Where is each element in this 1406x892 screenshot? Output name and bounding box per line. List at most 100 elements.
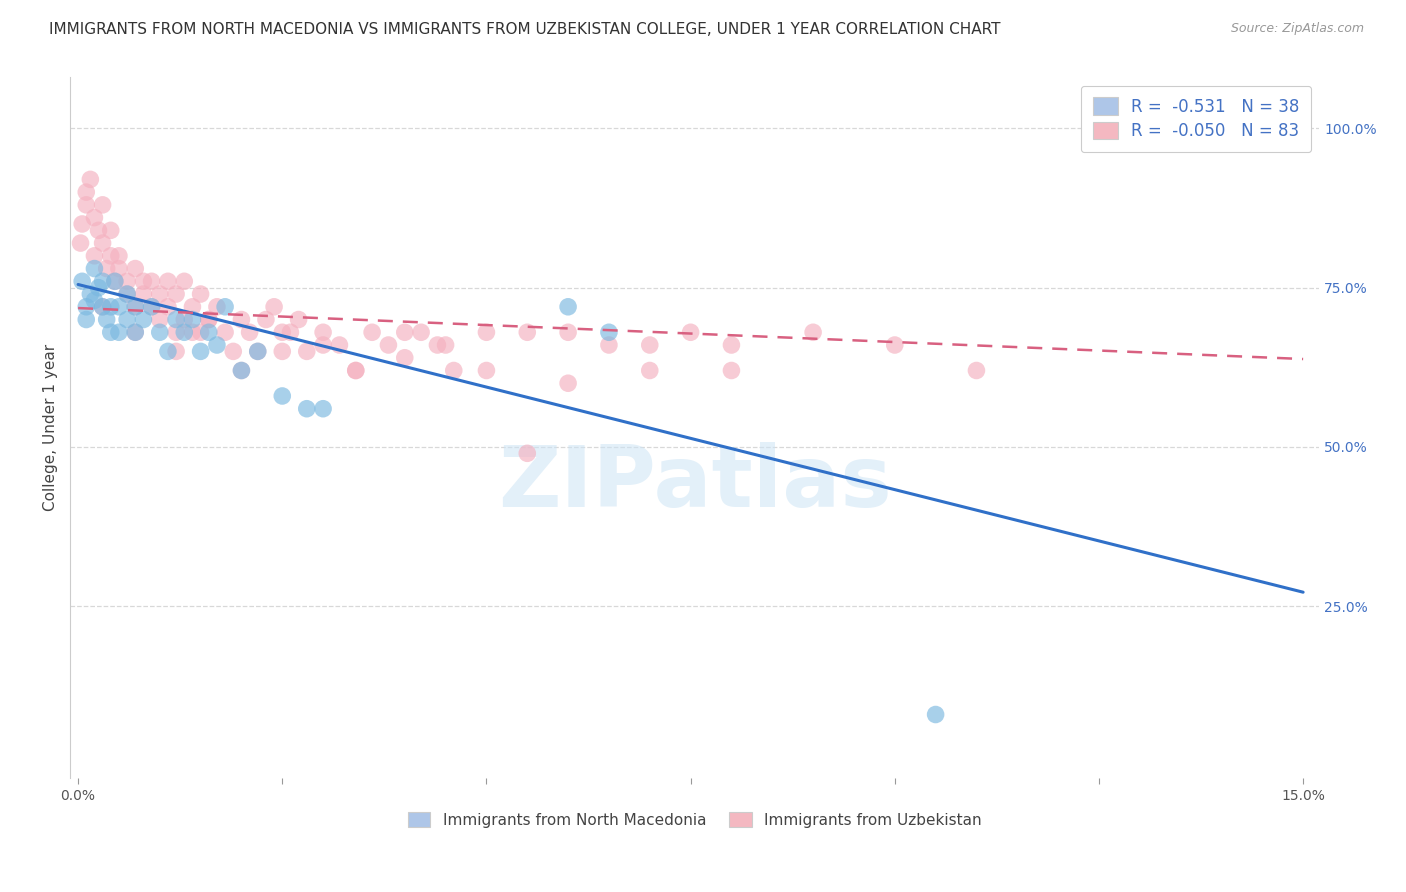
- Point: [426, 338, 449, 352]
- Point: [124, 300, 146, 314]
- Point: [411, 326, 433, 340]
- Text: IMMIGRANTS FROM NORTH MACEDONIA VS IMMIGRANTS FROM UZBEKISTAN COLLEGE, UNDER 1 Y: IMMIGRANTS FROM NORTH MACEDONIA VS IMMIG…: [49, 22, 1001, 37]
- Point: [287, 312, 309, 326]
- Point: [104, 274, 127, 288]
- Point: [156, 274, 179, 288]
- Point: [557, 326, 579, 340]
- Point: [115, 287, 138, 301]
- Point: [598, 338, 620, 352]
- Point: [96, 312, 118, 326]
- Point: [124, 326, 146, 340]
- Point: [231, 363, 253, 377]
- Point: [149, 287, 172, 301]
- Point: [91, 198, 114, 212]
- Point: [344, 363, 367, 377]
- Point: [883, 338, 905, 352]
- Point: [79, 287, 101, 301]
- Point: [231, 363, 253, 377]
- Point: [173, 312, 195, 326]
- Point: [108, 261, 131, 276]
- Point: [246, 344, 269, 359]
- Point: [83, 249, 105, 263]
- Point: [214, 326, 236, 340]
- Point: [100, 223, 122, 237]
- Point: [361, 326, 384, 340]
- Point: [156, 344, 179, 359]
- Point: [214, 300, 236, 314]
- Text: Source: ZipAtlas.com: Source: ZipAtlas.com: [1230, 22, 1364, 36]
- Point: [222, 344, 245, 359]
- Point: [801, 326, 824, 340]
- Point: [377, 338, 399, 352]
- Point: [79, 172, 101, 186]
- Point: [295, 401, 318, 416]
- Y-axis label: College, Under 1 year: College, Under 1 year: [44, 344, 58, 511]
- Point: [108, 249, 131, 263]
- Point: [141, 300, 163, 314]
- Point: [475, 363, 498, 377]
- Point: [91, 300, 114, 314]
- Point: [75, 312, 97, 326]
- Point: [149, 326, 172, 340]
- Point: [434, 338, 457, 352]
- Point: [394, 351, 416, 365]
- Point: [108, 300, 131, 314]
- Point: [254, 312, 277, 326]
- Point: [104, 274, 127, 288]
- Point: [181, 300, 204, 314]
- Point: [75, 300, 97, 314]
- Point: [124, 261, 146, 276]
- Point: [91, 236, 114, 251]
- Point: [91, 274, 114, 288]
- Point: [394, 326, 416, 340]
- Point: [516, 326, 538, 340]
- Point: [132, 274, 155, 288]
- Point: [108, 326, 131, 340]
- Point: [165, 344, 187, 359]
- Point: [516, 446, 538, 460]
- Point: [83, 293, 105, 308]
- Point: [638, 338, 661, 352]
- Point: [239, 326, 262, 340]
- Point: [83, 211, 105, 225]
- Point: [100, 300, 122, 314]
- Text: ZIPatlas: ZIPatlas: [498, 442, 891, 525]
- Point: [124, 326, 146, 340]
- Point: [231, 312, 253, 326]
- Point: [190, 287, 212, 301]
- Point: [173, 326, 195, 340]
- Point: [70, 217, 93, 231]
- Point: [165, 287, 187, 301]
- Point: [246, 344, 269, 359]
- Point: [141, 300, 163, 314]
- Point: [75, 185, 97, 199]
- Point: [165, 312, 187, 326]
- Point: [190, 326, 212, 340]
- Point: [132, 287, 155, 301]
- Point: [100, 326, 122, 340]
- Point: [679, 326, 702, 340]
- Point: [181, 312, 204, 326]
- Point: [100, 249, 122, 263]
- Point: [87, 223, 110, 237]
- Point: [75, 198, 97, 212]
- Point: [132, 312, 155, 326]
- Point: [70, 274, 93, 288]
- Point: [205, 338, 228, 352]
- Point: [197, 326, 219, 340]
- Point: [924, 707, 946, 722]
- Point: [965, 363, 987, 377]
- Point: [197, 312, 219, 326]
- Point: [598, 326, 620, 340]
- Point: [124, 300, 146, 314]
- Point: [165, 326, 187, 340]
- Point: [115, 287, 138, 301]
- Point: [96, 261, 118, 276]
- Point: [181, 326, 204, 340]
- Point: [271, 344, 294, 359]
- Point: [720, 363, 742, 377]
- Point: [557, 376, 579, 391]
- Point: [87, 281, 110, 295]
- Point: [115, 274, 138, 288]
- Point: [190, 344, 212, 359]
